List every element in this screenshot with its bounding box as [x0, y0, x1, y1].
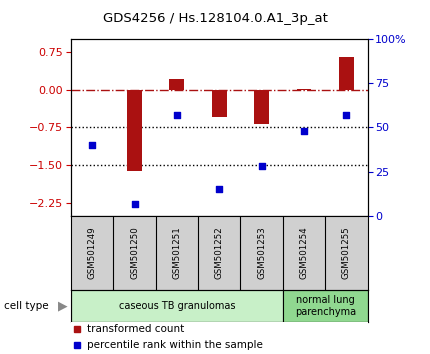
- Point: [131, 201, 138, 206]
- Point: [216, 187, 223, 192]
- Text: percentile rank within the sample: percentile rank within the sample: [87, 340, 263, 350]
- Bar: [169, 79, 184, 90]
- Text: GSM501253: GSM501253: [257, 227, 266, 280]
- Bar: [254, 90, 269, 124]
- Bar: [212, 90, 227, 117]
- Point: [173, 112, 180, 118]
- Bar: [283, 290, 368, 322]
- Text: GSM501252: GSM501252: [215, 227, 224, 280]
- Text: normal lung
parenchyma: normal lung parenchyma: [295, 295, 356, 317]
- Bar: [339, 57, 354, 90]
- Point: [258, 164, 265, 169]
- Text: GSM501251: GSM501251: [172, 227, 181, 280]
- Point: [343, 112, 350, 118]
- Text: cell type: cell type: [4, 301, 49, 311]
- Bar: [297, 88, 311, 90]
- Text: ▶: ▶: [58, 300, 67, 313]
- Point: [301, 128, 307, 134]
- Text: GDS4256 / Hs.128104.0.A1_3p_at: GDS4256 / Hs.128104.0.A1_3p_at: [103, 12, 327, 25]
- Text: GSM501255: GSM501255: [342, 227, 351, 280]
- Text: GSM501254: GSM501254: [300, 227, 309, 280]
- Bar: [71, 290, 283, 322]
- Text: GSM501250: GSM501250: [130, 227, 139, 280]
- Text: GSM501249: GSM501249: [88, 227, 97, 279]
- Point: [89, 142, 95, 148]
- Text: caseous TB granulomas: caseous TB granulomas: [119, 301, 235, 311]
- Text: transformed count: transformed count: [87, 324, 184, 334]
- Bar: [127, 90, 142, 171]
